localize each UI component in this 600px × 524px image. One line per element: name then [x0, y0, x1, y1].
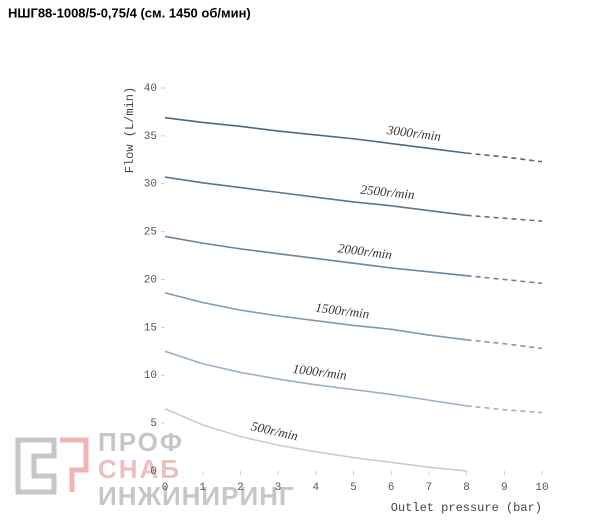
x-tick-label: 0: [162, 482, 169, 494]
x-tick-label: 4: [312, 482, 319, 494]
x-tick-label: 10: [535, 482, 548, 494]
y-tick-label: 25: [144, 227, 157, 239]
watermark: ПРОФ СНАБ ИНЖИНИРИНГ: [15, 427, 295, 511]
x-tick-label: 1: [199, 482, 206, 494]
x-axis-label: Outlet pressure (bar): [391, 501, 542, 515]
series-line: [466, 214, 543, 222]
logo-icon: [60, 437, 89, 492]
chart-title: НШГ88-1008/5-0,75/4 (см. 1450 об/мин): [8, 5, 251, 20]
logo-icon: [15, 437, 57, 495]
series-line: [466, 405, 543, 414]
series-line: [164, 235, 467, 277]
series-label: 3000r/min: [385, 122, 442, 144]
series-line: [466, 274, 543, 285]
y-tick-label: 0: [150, 466, 157, 478]
x-tick-label: 8: [463, 482, 470, 494]
y-axis-label: Flow (L/min): [123, 87, 137, 173]
x-tick-label: 7: [426, 482, 433, 494]
y-tick-label: 35: [144, 131, 157, 143]
series-line: [164, 292, 467, 341]
watermark-text: ПРОФ: [98, 427, 184, 457]
x-tick-label: 6: [388, 482, 395, 494]
series-label: 2000r/min: [337, 240, 393, 262]
series-line: [164, 116, 467, 154]
series-label: 1500r/min: [315, 300, 371, 322]
series-line: [466, 152, 543, 163]
watermark-text: СНАБ: [98, 454, 181, 484]
series-label: 1000r/min: [292, 361, 348, 383]
x-tick-label: 9: [501, 482, 508, 494]
x-tick-label: 2: [237, 482, 244, 494]
y-tick-label: 5: [150, 418, 157, 430]
series-line: [164, 176, 467, 217]
y-tick-label: 40: [144, 83, 157, 95]
watermark-text: ИНЖИНИРИНГ: [98, 481, 295, 511]
x-tick-label: 5: [350, 482, 357, 494]
series-line: [164, 350, 467, 407]
x-tick-label: 3: [275, 482, 282, 494]
y-tick-label: 15: [144, 322, 157, 334]
series-line: [164, 408, 467, 472]
y-tick-label: 10: [144, 370, 157, 382]
series-label: 2500r/min: [360, 182, 415, 202]
series-line: [466, 339, 543, 350]
y-tick-label: 20: [144, 274, 157, 286]
y-tick-label: 30: [144, 179, 157, 191]
